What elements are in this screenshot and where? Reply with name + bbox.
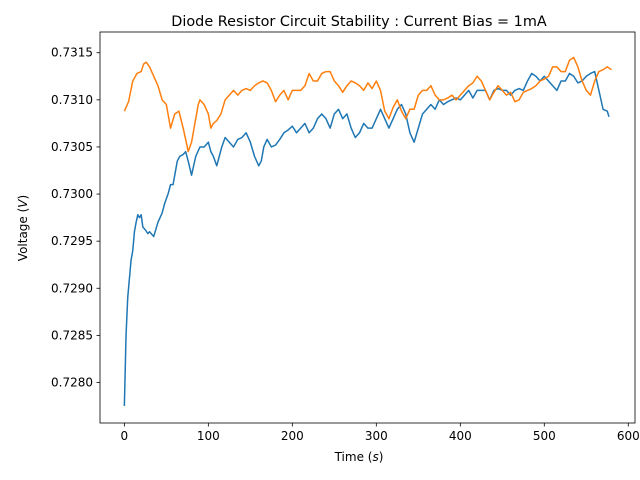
- y-tick-label: 0.7300: [51, 187, 93, 201]
- y-tick-label: 0.7315: [51, 46, 93, 60]
- x-axis-label: Time (s): [334, 450, 384, 464]
- y-tick-label: 0.7305: [51, 140, 93, 154]
- y-axis-ticks: 0.7280 0.7285 0.7290 0.7295 0.7300 0.7305 0.73…: [51, 46, 100, 389]
- y-tick-label: 0.7310: [51, 93, 93, 107]
- x-tick-label: 100: [197, 429, 220, 443]
- x-tick-label: 400: [449, 429, 472, 443]
- y-tick-label: 0.7285: [51, 328, 93, 342]
- x-tick-label: 600: [617, 429, 640, 443]
- x-tick-label: 300: [365, 429, 388, 443]
- chart-title: Diode Resistor Circuit Stability : Curre…: [171, 14, 547, 30]
- y-tick-label: 0.7295: [51, 234, 93, 248]
- y-tick-label: 0.7280: [51, 375, 93, 389]
- x-tick-label: 200: [281, 429, 304, 443]
- x-tick-label: 500: [533, 429, 556, 443]
- x-tick-label: 0: [121, 429, 129, 443]
- y-axis-label: Voltage (V): [16, 195, 30, 261]
- plot-lines: [123, 56, 612, 407]
- y-tick-label: 0.7290: [51, 281, 93, 295]
- plot-frame: [99, 31, 636, 424]
- series-line-1: [123, 70, 610, 407]
- x-axis-ticks: 0 100 200 300 400 500 600: [121, 423, 640, 443]
- series-line-2: [123, 56, 612, 153]
